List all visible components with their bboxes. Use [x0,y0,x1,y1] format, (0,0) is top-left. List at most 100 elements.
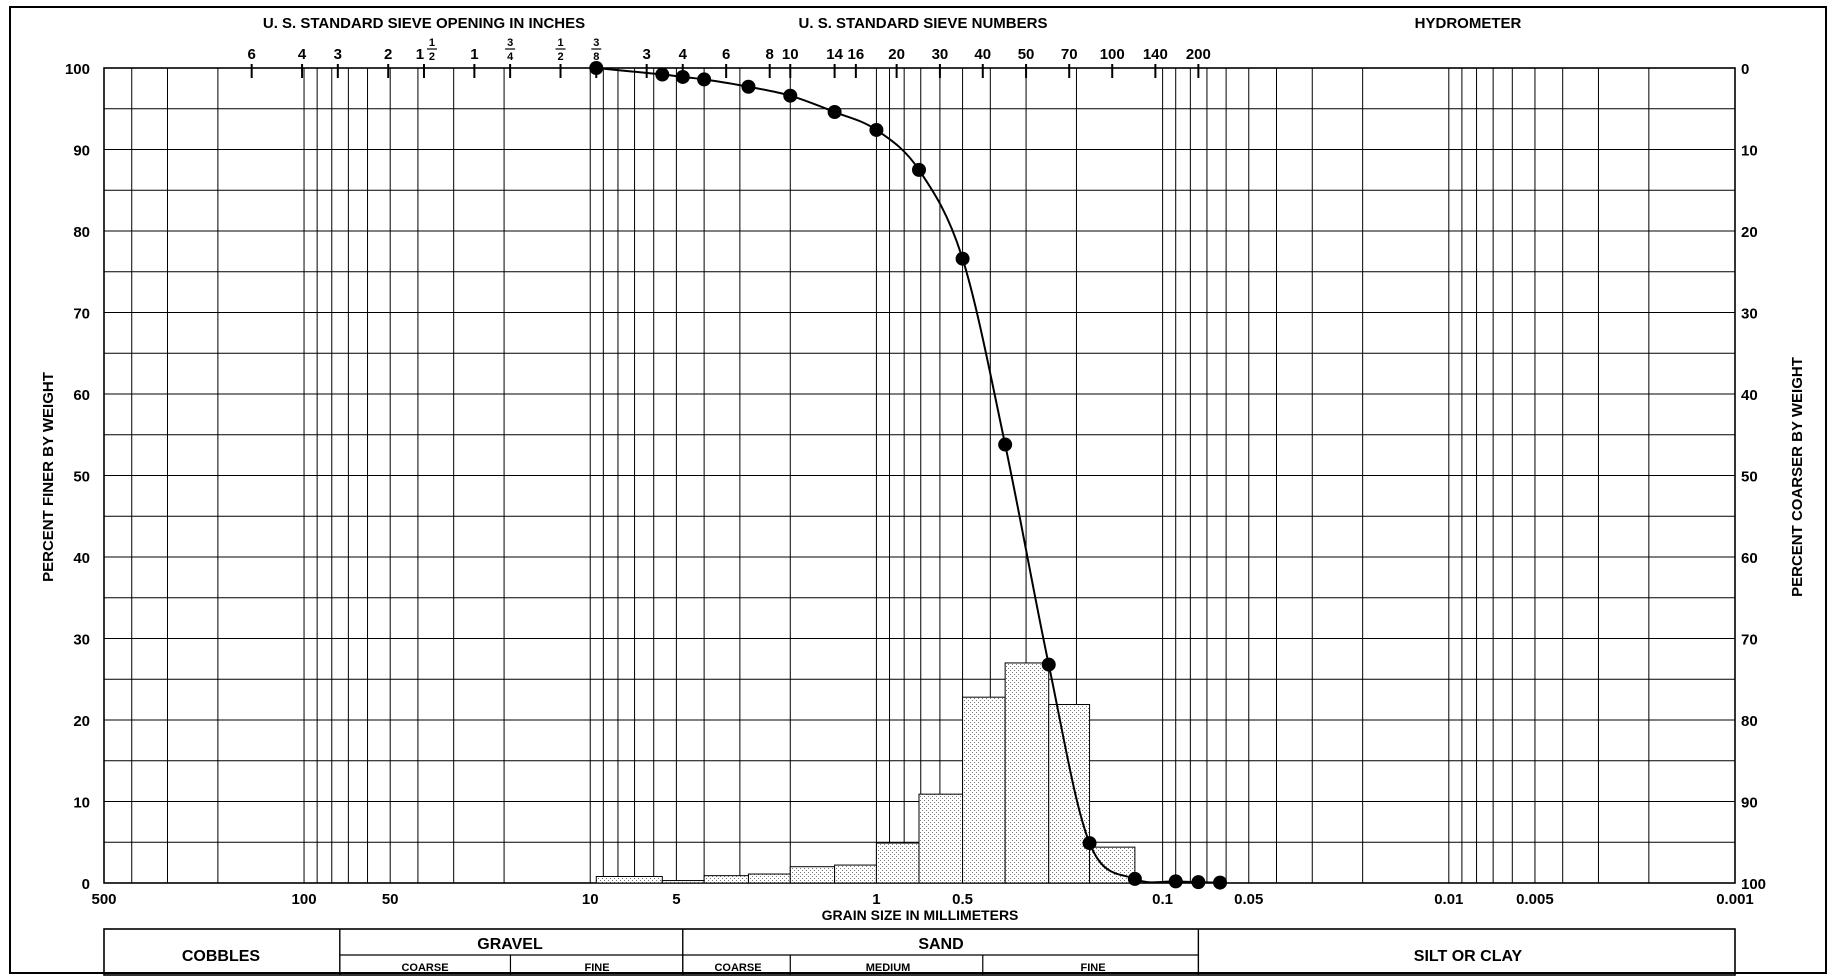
sieve-label: 8 [766,46,774,63]
y-tick-label-left: 20 [73,713,90,730]
histogram-bar [1048,704,1091,884]
axes: 0102030405060708090100100908070605040302… [65,37,1766,908]
data-points [589,61,1228,890]
data-point [955,251,970,266]
histogram-bar [834,864,877,884]
y-tick-label-right: 20 [1741,224,1758,241]
sieve-label: 30 [932,46,949,63]
x-tick-label: 1 [872,891,880,908]
sieve-label: 3 [643,46,651,63]
header-hydrometer: HYDROMETER [1415,15,1522,32]
y-tick-label-right: 60 [1741,550,1758,567]
sieve-label: 16 [848,46,865,63]
histogram-bar [703,875,749,884]
label-gravel: GRAVEL [477,936,543,953]
y-tick-label-right: 0 [1741,61,1749,78]
sieve-label: 14 [826,46,843,63]
y-tick-label-right: 90 [1741,795,1758,812]
sieve-fraction-numerator: 3 [593,37,599,49]
sieve-label: 3 [334,46,342,63]
data-point [869,122,884,137]
class-table-border [103,928,1736,976]
data-point [655,67,670,82]
y-tick-label-left: 60 [73,387,90,404]
histogram-bar [918,793,964,884]
x-tick-label: 0.001 [1716,891,1754,908]
data-point [827,105,842,120]
x-tick-label: 100 [292,891,317,908]
sieve-label: 4 [679,46,688,63]
y-tick-label-left: 90 [73,143,90,160]
data-point [1168,874,1183,889]
x-axis-label: GRAIN SIZE IN MILLIMETERS [822,907,1019,923]
plot-grid [103,67,1736,884]
histogram-bar [875,842,920,884]
header-inch-sieves: U. S. STANDARD SIEVE OPENING IN INCHES [263,15,585,32]
sieve-label: 100 [1100,46,1125,63]
y-axis-label-left: PERCENT FINER BY WEIGHT [40,372,57,582]
sieve-fraction-denominator: 2 [557,51,563,63]
x-tick-label: 50 [382,891,399,908]
y-tick-label-right: 40 [1741,387,1758,404]
y-tick-label-left: 40 [73,550,90,567]
histogram-bar [1004,662,1050,884]
sieve-label: 200 [1186,46,1211,63]
label-sand-coarse: COARSE [714,962,761,974]
sieve-label: 70 [1061,46,1078,63]
y-tick-label-left: 30 [73,632,90,649]
sieve-fraction-numerator: 1 [429,37,435,49]
sieve-label: 1 [470,46,478,63]
x-tick-label: 0.5 [952,891,973,908]
data-point [998,437,1013,452]
data-point [697,72,712,87]
label-sand-medium: MEDIUM [866,962,911,974]
data-point [1127,871,1142,886]
x-tick-label: 0.05 [1234,891,1263,908]
y-tick-label-left: 70 [73,306,90,323]
sieve-label: 4 [298,46,307,63]
classification-table: COBBLES GRAVEL COARSE FINE SAND COARSE M… [103,928,1736,976]
sieve-label: 20 [888,46,905,63]
label-gravel-fine: FINE [584,962,609,974]
sieve-label: 50 [1018,46,1035,63]
sieve-fraction-denominator: 4 [507,51,514,63]
data-point [783,88,798,103]
sieve-fraction-denominator: 2 [429,51,435,63]
y-tick-label-right: 30 [1741,306,1758,323]
y-tick-label-right: 70 [1741,632,1758,649]
y-tick-label-left: 100 [65,61,90,78]
histogram-bar [747,873,791,884]
label-sand: SAND [918,936,963,953]
data-point [1191,875,1206,890]
histogram-bar [789,866,836,884]
x-tick-label: 0.005 [1516,891,1554,908]
x-tick-label: 0.01 [1434,891,1463,908]
data-point [1041,657,1056,672]
data-point [741,79,756,94]
x-tick-label: 0.1 [1152,891,1173,908]
x-tick-label: 500 [91,891,116,908]
data-point [911,162,926,177]
sieve-fraction-numerator: 3 [507,37,513,49]
x-tick-label: 5 [672,891,680,908]
label-silt-clay: SILT OR CLAY [1414,948,1523,965]
data-point [1213,875,1228,890]
y-tick-label-left: 50 [73,469,90,486]
header-number-sieves: U. S. STANDARD SIEVE NUMBERS [799,15,1048,32]
x-tick-label: 10 [582,891,599,908]
label-gravel-coarse: COARSE [401,962,448,974]
y-tick-label-right: 80 [1741,713,1758,730]
sieve-label: 10 [782,46,799,63]
y-tick-label-left: 0 [82,876,90,893]
y-tick-label-left: 10 [73,795,90,812]
y-tick-label-right: 50 [1741,469,1758,486]
sieve-fraction-numerator: 1 [557,37,563,49]
y-tick-label-right: 100 [1741,876,1766,893]
histogram-bar [661,880,705,884]
sieve-label: 40 [974,46,991,63]
sieve-label: 6 [722,46,730,63]
y-tick-label-left: 80 [73,224,90,241]
histogram-bar [595,875,663,884]
label-cobbles: COBBLES [182,948,261,965]
